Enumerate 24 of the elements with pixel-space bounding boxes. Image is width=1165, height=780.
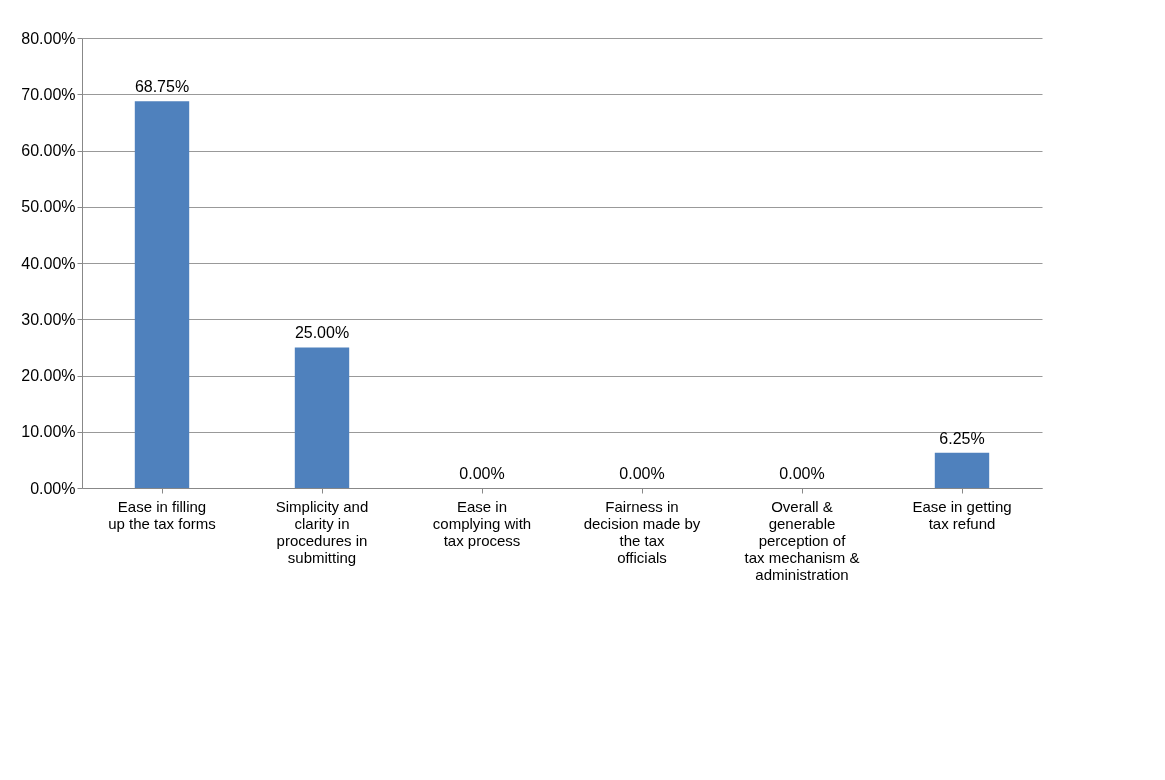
data-label: 0.00% xyxy=(459,465,505,482)
x-tick-label: Simplicity and clarity in procedures in submitting xyxy=(275,497,369,566)
y-tick-label: 10.00% xyxy=(21,423,76,441)
x-tick-label: Ease in getting tax refund xyxy=(912,497,1012,532)
y-tick-label: 70.00% xyxy=(21,85,76,103)
data-label: 68.75% xyxy=(134,78,190,96)
data-label: 0.00% xyxy=(619,465,665,482)
y-tick-label: 80.00% xyxy=(21,29,76,47)
y-tick-label: 0.00% xyxy=(30,479,76,497)
y-tick-label: 20.00% xyxy=(21,367,76,384)
bar xyxy=(134,101,190,488)
x-tick-label: Fairness in decision made by the tax officials xyxy=(583,497,701,566)
x-tick-label: Ease in complying with tax process xyxy=(432,497,532,549)
y-tick-label: 40.00% xyxy=(21,254,76,272)
data-label: 25.00% xyxy=(294,324,350,342)
data-label: 0.00% xyxy=(779,465,825,482)
y-tick-label: 30.00% xyxy=(21,310,76,328)
y-tick-label: 50.00% xyxy=(21,198,76,216)
bar xyxy=(294,347,350,488)
x-tick-label: Overall & generable perception of tax mechanism & administration xyxy=(744,497,860,583)
x-tick-label: Ease in filling up the tax forms xyxy=(108,497,216,532)
bar xyxy=(934,452,990,488)
data-label: 6.25% xyxy=(939,429,985,447)
y-tick-label: 60.00% xyxy=(21,142,76,159)
